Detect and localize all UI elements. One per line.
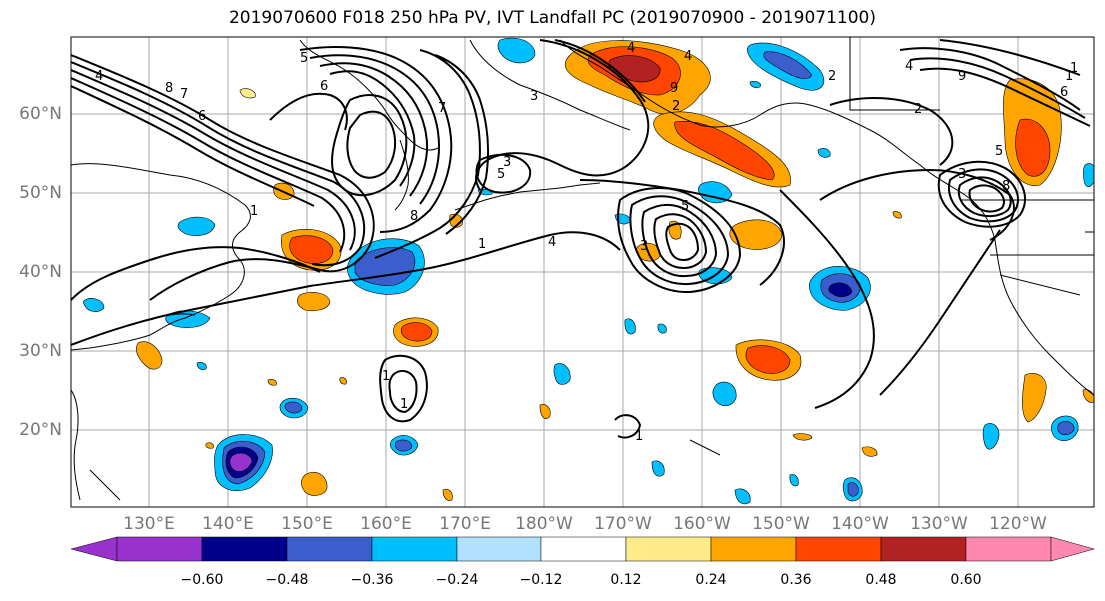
contour-label: 4	[684, 49, 692, 64]
colorbar-segment	[710, 536, 797, 562]
colorbar-tick: −0.24	[435, 572, 479, 588]
colorbar-tick: 0.60	[950, 572, 982, 588]
contour-label: 5	[300, 51, 308, 66]
colorbar-tick: −0.12	[519, 572, 563, 588]
colorbar-tick: −0.36	[350, 572, 394, 588]
contour-label: 6	[198, 109, 206, 124]
colorbar-segment	[456, 536, 542, 562]
map-frame	[70, 36, 1095, 508]
contour-label: 1	[1065, 69, 1073, 84]
contour-label: 8	[1002, 179, 1010, 194]
contour-label: 3	[640, 239, 648, 254]
contour-label: 5	[995, 144, 1003, 159]
contour-label: 9	[958, 69, 966, 84]
contour-label: 9	[670, 81, 678, 96]
contour-label: 2	[672, 99, 680, 114]
colorbar-tick: 0.24	[695, 572, 727, 588]
contour-label: 1	[478, 237, 486, 252]
contour-label: 7	[180, 87, 188, 102]
colorbar-segment	[286, 536, 373, 562]
colorbar-segment	[880, 536, 967, 562]
colorbar-tick: −0.60	[180, 572, 224, 588]
contour-label: 4	[905, 59, 913, 74]
contour-label: 4	[95, 69, 103, 84]
colorbar-segment	[965, 536, 1052, 562]
colorbar-tick: 0.36	[780, 572, 812, 588]
lon-label-170w: 170°W	[594, 514, 652, 534]
lon-label-180w: 180°W	[515, 514, 573, 534]
colorbar	[70, 536, 1095, 562]
colorbar-segment	[795, 536, 882, 562]
lon-label-130w: 130°W	[910, 514, 968, 534]
contour-label: 5	[681, 199, 689, 214]
lat-label-60n: 60°N	[19, 104, 62, 124]
colorbar-extend-high	[1050, 536, 1095, 562]
lon-label-140w: 140°W	[831, 514, 889, 534]
contour-label: 8	[165, 81, 173, 96]
contour-label: 3	[958, 167, 966, 182]
contour-label: 5	[497, 167, 505, 182]
negative-anomaly-fills	[83, 37, 1094, 505]
contour-label: 7	[438, 101, 446, 116]
lat-label-50n: 50°N	[19, 183, 62, 203]
contour-label: 1	[635, 429, 643, 444]
lon-label-150e: 150°E	[281, 514, 333, 534]
lat-label-20n: 20°N	[19, 420, 62, 440]
lon-label-140e: 140°E	[202, 514, 254, 534]
contour-label: 6	[320, 79, 328, 94]
map-title: 2019070600 F018 250 hPa PV, IVT Landfall…	[228, 8, 876, 28]
lon-label-120w: 120°W	[989, 514, 1047, 534]
graticule	[71, 37, 1094, 507]
colorbar-tick: 0.12	[610, 572, 642, 588]
lat-label-30n: 30°N	[19, 341, 62, 361]
lon-label-160w: 160°W	[673, 514, 731, 534]
lon-label-170e: 170°E	[439, 514, 491, 534]
contour-label: 2	[828, 69, 836, 84]
lon-label-160e: 160°E	[360, 514, 412, 534]
pv-contours	[71, 39, 1091, 439]
lat-label-40n: 40°N	[19, 262, 62, 282]
contour-label: 1	[400, 397, 408, 412]
lon-label-130e: 130°E	[123, 514, 175, 534]
lon-label-150w: 150°W	[752, 514, 810, 534]
contour-label: 3	[503, 155, 511, 170]
contour-label: 3	[530, 89, 538, 104]
contour-label: 4	[627, 41, 635, 56]
colorbar-tick: 0.48	[865, 572, 897, 588]
colorbar-segment	[625, 536, 712, 562]
contour-label-group: 4 8 7 6 8 5 6 3 5 7 3 4 9 1 5 2 4 5 3 6 …	[95, 41, 1078, 444]
contour-label: 1	[250, 204, 258, 219]
contour-label: 1	[382, 369, 390, 384]
colorbar-tick: −0.48	[265, 572, 309, 588]
contour-label: 8	[410, 209, 418, 224]
contour-label: 1	[1070, 61, 1078, 76]
colorbar-extend-low	[70, 536, 118, 562]
colorbar-segment	[371, 536, 458, 562]
colorbar-segment	[116, 536, 203, 562]
colorbar-segment	[540, 536, 627, 562]
contour-label: 2	[914, 102, 922, 117]
colorbar-segment	[201, 536, 288, 562]
contour-label: 6	[1060, 85, 1068, 100]
contour-label: 4	[548, 235, 556, 250]
